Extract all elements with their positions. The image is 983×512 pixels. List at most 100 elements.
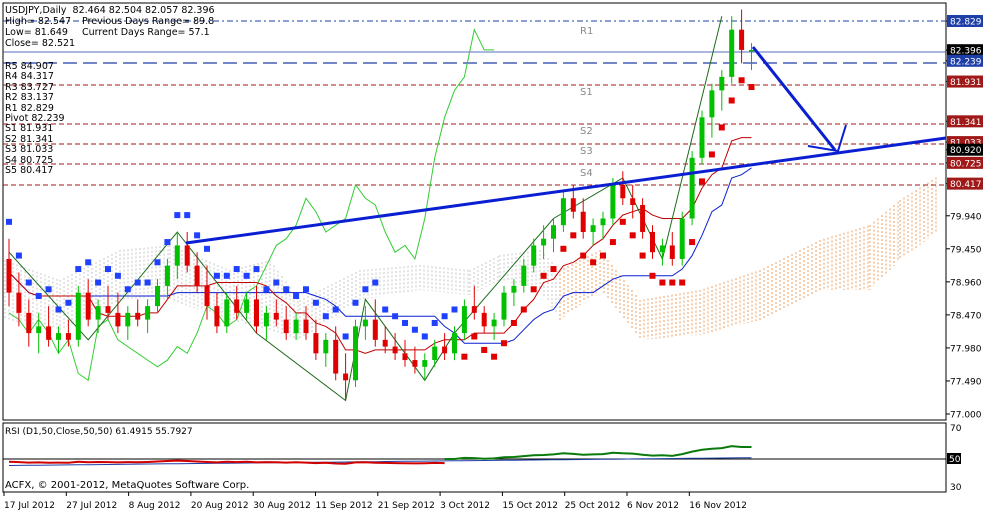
trend-dot <box>431 319 438 326</box>
candle-body <box>461 306 467 334</box>
candle-body <box>353 326 358 381</box>
trend-dot <box>35 293 42 300</box>
candle-body <box>214 306 220 327</box>
trend-dot <box>402 319 408 326</box>
candle-body <box>263 312 269 327</box>
trend-dot <box>15 252 22 259</box>
level-label: S2 <box>580 126 593 137</box>
candle-body <box>204 285 210 307</box>
price-tag-bg <box>947 156 983 169</box>
candle-body <box>343 373 349 381</box>
price-tick-label: 77.980 <box>950 344 982 354</box>
trend-dot <box>609 239 616 246</box>
rsi-tick-bg <box>947 453 961 464</box>
trend-dot <box>728 97 735 104</box>
candle-body <box>511 285 517 293</box>
candle-body <box>194 265 200 286</box>
trend-line <box>185 136 947 245</box>
date-tick-label: 20 Aug 2012 <box>191 501 249 511</box>
price-tag-bg <box>947 115 983 128</box>
candle-body <box>234 299 240 313</box>
trend-dot <box>124 286 131 293</box>
forecast-arrow <box>751 46 837 151</box>
date-tick-label: 3 Oct 2012 <box>440 501 490 511</box>
date-tick-label: 30 Aug 2012 <box>253 501 311 511</box>
level-label: R1 <box>580 26 593 37</box>
trend-dot <box>194 232 201 239</box>
date-tick-label: 8 Aug 2012 <box>129 501 181 511</box>
rsi-tick: 30 <box>950 483 962 493</box>
trend-dot <box>293 293 300 300</box>
candle-body <box>26 312 32 334</box>
trend-dot <box>273 279 280 286</box>
price-tick-label: 80.725 <box>950 159 982 169</box>
trend-dot <box>451 306 458 313</box>
price-tick-label: 81.341 <box>950 118 982 128</box>
candle-body <box>560 198 566 226</box>
candle-body <box>580 211 586 232</box>
pivot-level-text: R3 83.727 <box>5 81 54 93</box>
pivot-level-text: S3 81.033 <box>5 144 54 156</box>
trend-dot <box>164 239 171 246</box>
date-tick-label: 27 Jul 2012 <box>66 501 117 511</box>
candle-body <box>432 346 438 361</box>
candle-body <box>392 346 398 354</box>
candle-body <box>531 245 537 266</box>
rsi-green-line <box>444 445 752 460</box>
main-panel-frame <box>2 2 947 421</box>
candle-body <box>551 225 556 239</box>
pivot-lines <box>3 20 946 186</box>
trend-dot <box>144 279 151 286</box>
trend-dot <box>689 239 696 246</box>
copyright: ACFX, © 2001-2012, MetaQuotes Software C… <box>5 480 249 491</box>
trend-dot <box>283 286 290 293</box>
trend-dot <box>352 299 359 306</box>
trend-dot <box>233 266 240 273</box>
trend-dot <box>550 266 557 273</box>
level-label: S3 <box>580 146 593 157</box>
pivot-level-text: R2 83.137 <box>5 92 54 104</box>
price-tag-bg <box>947 44 983 57</box>
trend-dot <box>461 353 468 360</box>
high-text: High= 82.547 <box>5 16 72 27</box>
chikou-line <box>8 28 495 382</box>
candle-body <box>521 265 527 286</box>
candle-body <box>600 218 606 226</box>
forecast-arrowhead <box>807 124 847 153</box>
trend-dot <box>312 299 319 306</box>
trend-dot <box>95 279 102 286</box>
price-tick-label: 82.396 <box>950 47 982 57</box>
date-tick-label: 11 Sep 2012 <box>316 501 373 511</box>
candle-body <box>115 312 121 327</box>
trend-dot <box>560 245 567 252</box>
tenkan-line <box>8 137 752 354</box>
candle-body <box>412 360 418 367</box>
trend-dot <box>105 266 111 273</box>
price-tick-label: 82.239 <box>950 57 982 67</box>
trend-dot <box>708 151 715 158</box>
kijun-line <box>8 167 752 344</box>
trend-dot <box>134 279 141 286</box>
price-tag-bg <box>947 177 983 190</box>
candle-body <box>719 76 725 91</box>
candle-body <box>273 312 279 320</box>
rsi-tick: 50 <box>949 455 961 465</box>
candle-body <box>491 319 497 327</box>
trend-dot <box>471 333 478 340</box>
candle-body <box>293 319 299 334</box>
candle-body <box>749 49 754 52</box>
trend-dot <box>174 212 181 219</box>
candle-body <box>135 312 141 320</box>
candle-body <box>125 312 131 327</box>
low-text: Low= 81.649 <box>5 27 68 38</box>
candle-body <box>620 184 626 199</box>
price-tick-label: 80.920 <box>950 146 982 156</box>
trend-dot <box>382 306 389 313</box>
candle-body <box>481 312 487 327</box>
candle-body <box>333 339 339 374</box>
pivot-level-text: R1 82.829 <box>5 102 54 114</box>
rsi-red-line <box>8 459 445 465</box>
symbol-title: USDJPY,Daily 82.464 82.504 82.057 82.396 <box>5 5 215 16</box>
